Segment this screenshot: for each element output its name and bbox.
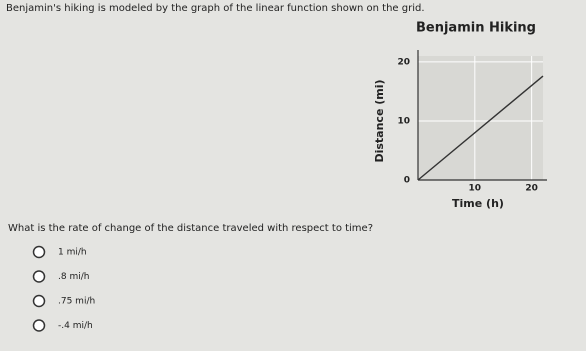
option-label[interactable]: .75 mi/h [58,297,95,307]
radio-button[interactable] [32,245,46,259]
radio-button[interactable] [32,294,46,308]
radio-button[interactable] [32,270,46,283]
x-tick-label: 10 [469,184,482,194]
y-axis-label: Distance (mi) [373,79,386,162]
y-tick-label: 0 [404,176,410,186]
x-tick-label: 20 [525,184,538,194]
option-label[interactable]: 1 mi/h [58,248,87,258]
data-line [417,75,544,181]
intro-text: Benjamin's hiking is modeled by the grap… [6,3,425,14]
option-label[interactable]: .8 mi/h [58,272,89,282]
x-axis-label: Time (h) [452,197,504,210]
y-tick-label: 10 [397,116,410,126]
y-tick-label: 20 [397,57,410,67]
plot-area [418,56,543,180]
question-text: What is the rate of change of the distan… [8,223,373,234]
chart-title: Benjamin Hiking [416,21,536,36]
radio-button[interactable] [32,319,46,332]
option-label[interactable]: -.4 mi/h [58,321,93,331]
